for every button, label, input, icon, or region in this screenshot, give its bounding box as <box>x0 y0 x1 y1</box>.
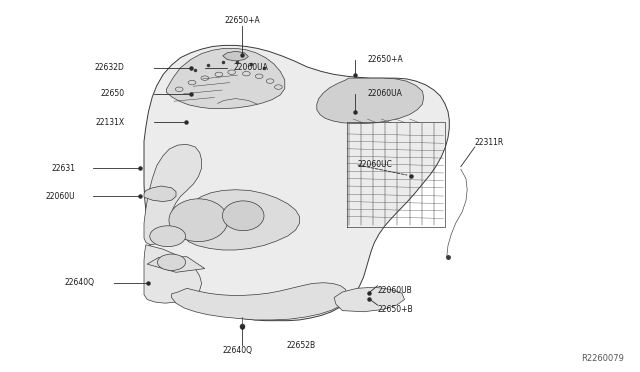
Text: 22060UC: 22060UC <box>357 160 392 169</box>
Text: 22650+B: 22650+B <box>378 305 413 314</box>
Text: 22650+A: 22650+A <box>224 16 260 25</box>
Polygon shape <box>166 48 285 109</box>
Polygon shape <box>334 287 404 312</box>
Text: R2260079: R2260079 <box>581 354 624 363</box>
Text: 22060U: 22060U <box>46 192 76 201</box>
Polygon shape <box>172 283 347 320</box>
Text: 22640Q: 22640Q <box>223 346 253 355</box>
Text: 22640Q: 22640Q <box>65 278 95 287</box>
Polygon shape <box>144 144 202 245</box>
Polygon shape <box>144 45 449 321</box>
Text: 22652B: 22652B <box>287 341 316 350</box>
Text: 22311R: 22311R <box>475 138 504 147</box>
Text: 22650+A: 22650+A <box>368 55 404 64</box>
Text: 22631: 22631 <box>51 164 76 173</box>
Text: 22131X: 22131X <box>95 118 125 126</box>
Polygon shape <box>180 190 300 250</box>
Polygon shape <box>223 51 248 61</box>
Polygon shape <box>144 245 202 303</box>
Polygon shape <box>144 186 176 202</box>
Text: 22060UB: 22060UB <box>378 286 412 295</box>
Text: 22060UA: 22060UA <box>234 63 268 72</box>
Text: 22632D: 22632D <box>95 63 125 72</box>
Polygon shape <box>147 257 205 272</box>
Circle shape <box>157 254 186 270</box>
Circle shape <box>150 226 186 247</box>
Ellipse shape <box>169 199 228 242</box>
Polygon shape <box>317 78 424 124</box>
Text: 22060UA: 22060UA <box>368 89 403 98</box>
Ellipse shape <box>223 201 264 231</box>
Text: 22650: 22650 <box>100 89 125 98</box>
